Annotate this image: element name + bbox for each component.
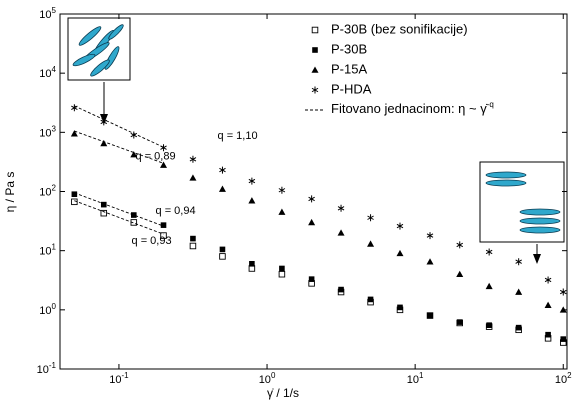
series	[70, 130, 567, 313]
marker	[130, 131, 138, 139]
marker	[278, 186, 286, 194]
marker	[100, 201, 107, 208]
marker	[338, 286, 344, 293]
marker	[545, 331, 551, 338]
marker	[219, 246, 226, 253]
marker	[559, 306, 567, 313]
marker	[218, 185, 226, 192]
marker	[189, 242, 197, 250]
marker	[308, 195, 315, 203]
marker	[71, 198, 78, 206]
marker	[278, 208, 286, 215]
marker	[100, 139, 108, 147]
marker	[337, 204, 345, 212]
y-tick-label: 102	[39, 184, 56, 199]
marker	[279, 265, 285, 272]
marker	[427, 312, 433, 319]
series	[71, 104, 567, 296]
fit-line	[74, 130, 164, 164]
y-tick-label: 105	[39, 6, 56, 21]
x-tick-label: 10-1	[109, 371, 129, 386]
marker	[426, 232, 434, 240]
marker	[485, 282, 493, 290]
marker	[248, 197, 256, 204]
fit-line	[74, 105, 164, 148]
marker	[367, 214, 374, 222]
legend-label: P-15A	[331, 61, 367, 76]
marker	[367, 240, 375, 247]
series	[71, 191, 567, 342]
marker	[160, 161, 168, 168]
fit-label: q = 0,89	[136, 150, 176, 162]
marker	[397, 304, 403, 311]
marker	[544, 301, 552, 308]
marker	[100, 209, 108, 217]
legend-label: Fitovano jednacinom: η ~ γ̇-q	[331, 100, 494, 116]
marker	[190, 235, 196, 242]
marker	[308, 218, 316, 226]
y-axis-label: η / Pa s	[3, 172, 17, 213]
x-tick-label: 100	[259, 371, 276, 386]
marker	[311, 86, 319, 94]
fit-line	[74, 192, 164, 227]
inset-top	[67, 17, 131, 124]
marker	[515, 324, 522, 331]
marker	[160, 232, 167, 239]
marker	[559, 288, 567, 296]
x-axis-label: γ̇ / 1/s	[267, 386, 299, 400]
marker	[396, 249, 404, 257]
marker	[71, 104, 78, 112]
marker	[426, 258, 434, 265]
y-tick-label: 104	[39, 65, 56, 80]
x-tick-label: 101	[407, 371, 424, 386]
marker	[219, 166, 226, 174]
marker	[311, 66, 319, 73]
marker	[278, 270, 286, 278]
marker	[312, 47, 318, 53]
marker	[367, 296, 374, 303]
y-tick-label: 101	[39, 243, 56, 258]
marker	[249, 260, 255, 267]
marker	[560, 336, 567, 342]
marker	[130, 219, 138, 226]
fit-label: q = 0,94	[156, 205, 196, 217]
marker	[189, 155, 197, 163]
y-tick-label: 100	[39, 302, 56, 317]
marker	[485, 248, 493, 256]
marker	[219, 253, 226, 260]
marker	[311, 26, 319, 34]
marker	[456, 270, 464, 278]
marker	[308, 276, 315, 282]
marker	[70, 130, 78, 137]
marker	[486, 322, 492, 328]
legend-label: P-HDA	[331, 81, 372, 96]
inset-right	[479, 161, 565, 264]
marker	[456, 319, 463, 325]
legend-label: P-30B (bez sonifikacije)	[331, 21, 468, 36]
fit-label: q = 1,10	[218, 130, 258, 142]
fit-label: q = 0,93	[132, 235, 172, 247]
fit-line	[74, 200, 164, 235]
marker	[189, 174, 197, 181]
marker	[71, 191, 78, 198]
y-tick-label: 10-1	[37, 361, 57, 376]
marker	[131, 212, 137, 218]
marker	[337, 229, 345, 236]
marker	[456, 241, 464, 249]
marker	[248, 177, 256, 185]
y-tick-label: 103	[39, 124, 56, 139]
legend-label: P-30B	[331, 41, 367, 56]
marker	[515, 258, 522, 266]
marker	[160, 222, 167, 228]
x-tick-label: 102	[555, 371, 572, 386]
marker	[396, 222, 404, 230]
marker	[130, 151, 138, 158]
marker	[515, 288, 523, 295]
marker	[544, 276, 552, 284]
